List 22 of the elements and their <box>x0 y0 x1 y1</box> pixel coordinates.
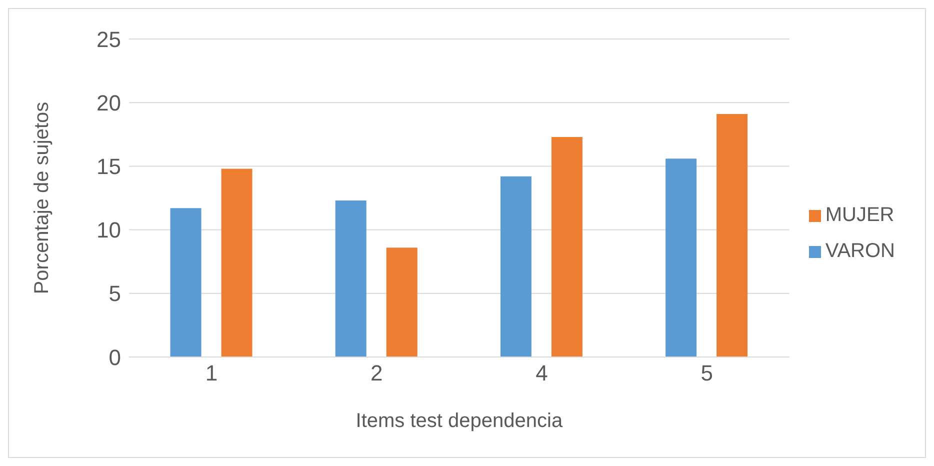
bar <box>335 200 366 357</box>
bar <box>716 114 748 357</box>
legend-label: MUJER <box>825 204 894 226</box>
bar <box>386 248 418 357</box>
y-tick-label: 25 <box>96 26 121 52</box>
y-tick-label: 0 <box>108 344 121 370</box>
y-tick-label: 15 <box>96 154 121 180</box>
bar <box>666 158 697 357</box>
y-tick-label: 5 <box>108 281 121 306</box>
bar <box>221 168 252 357</box>
y-tick-label: 10 <box>96 218 121 243</box>
x-tick-label: 4 <box>536 360 548 386</box>
x-tick-label: 1 <box>205 360 218 386</box>
x-axis-title: Items test dependencia <box>356 410 564 432</box>
x-tick-label: 5 <box>700 360 713 386</box>
y-tick-label: 20 <box>96 90 121 116</box>
y-axis-title: Porcentaje de sujetos <box>31 102 54 294</box>
bar <box>551 136 582 357</box>
bar <box>170 208 202 357</box>
x-tick-label: 2 <box>370 360 383 386</box>
legend-label: VARON <box>825 240 895 262</box>
bar <box>500 176 532 357</box>
